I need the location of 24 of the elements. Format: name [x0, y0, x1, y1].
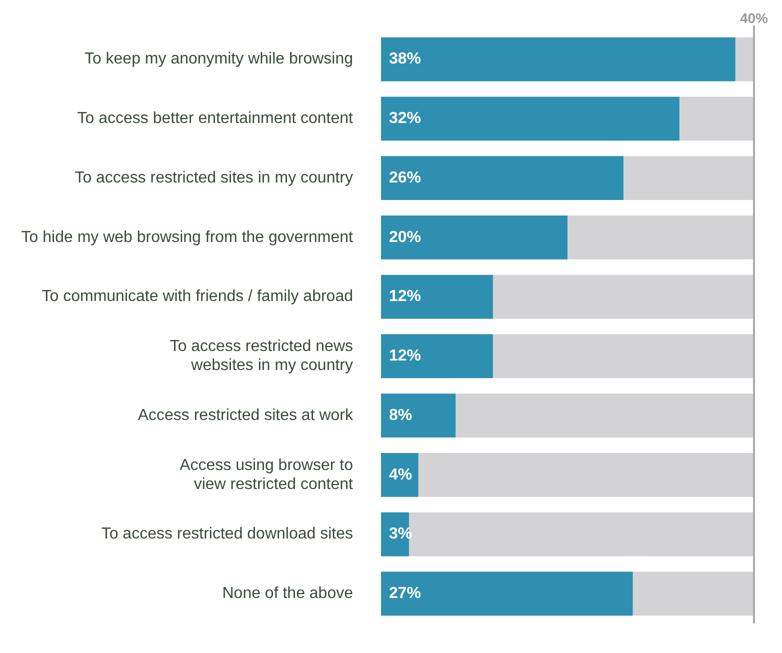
y-tick-label: Access restricted sites at work: [138, 406, 354, 424]
data-label: 38%: [389, 50, 422, 68]
data-label: 32%: [389, 110, 422, 128]
bar: [381, 452, 418, 497]
y-tick-label: To access restricted sites in my country: [74, 169, 353, 186]
data-label: 8%: [389, 406, 412, 424]
y-tick-label: To hide my web browsing from the government: [21, 228, 354, 246]
data-label: 12%: [389, 348, 422, 365]
y-tick-label: To keep my anonymity while browsing: [84, 50, 353, 68]
y-tick-label: To communicate with friends / family abroad: [42, 288, 353, 306]
data-label: 26%: [389, 169, 422, 186]
bar: [381, 274, 493, 319]
y-tick-label: Access using browser to view restricted content: [180, 456, 354, 493]
data-label: 20%: [389, 228, 422, 246]
y-tick-label: To access better entertainment content: [77, 110, 354, 128]
x-tick-label: 40%: [740, 10, 769, 26]
data-label: 4%: [389, 466, 412, 484]
data-label: 27%: [389, 585, 422, 602]
data-label: 12%: [389, 288, 422, 306]
y-tick-label: To access restricted download sites: [101, 526, 353, 543]
y-tick-label: None of the above: [222, 585, 354, 602]
bar: [381, 334, 493, 378]
y-tick-label: To access restricted news websites in my country: [170, 338, 353, 374]
bar: [381, 394, 456, 438]
